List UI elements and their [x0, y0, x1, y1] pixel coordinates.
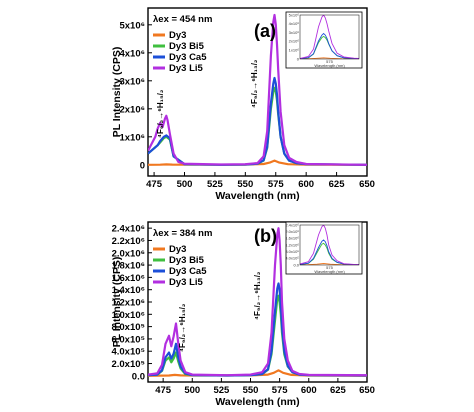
y-axis-title: PL Intensity (CPS) [111, 257, 123, 348]
inset-series-line [300, 225, 359, 265]
x-tick-label: 475 [146, 179, 163, 190]
inset-plot: 5x10⁶ 4x10⁶ 3x10⁶ 2x10⁶ 1x10⁶ 0 575Wavelength … [285, 11, 363, 69]
inset-y-tick: 2.0x10⁶ [285, 229, 299, 234]
series-line-dy3 [148, 369, 367, 377]
inset-y-tick: 0.0 [293, 262, 299, 267]
y-tick-label: 1.8x10⁶ [112, 261, 145, 272]
y-tick-label: 0 [140, 160, 145, 171]
inset-axes [299, 14, 360, 60]
x-tick-label: 475 [155, 385, 172, 396]
x-tick-label: 550 [243, 385, 259, 396]
x-tick-label: 600 [301, 385, 317, 396]
panel-label: (a) [254, 21, 276, 41]
y-tick-label: 2.0x10⁵ [111, 359, 145, 370]
series-line-dy3-ca5 [148, 76, 367, 166]
x-tick-label: 650 [359, 385, 375, 396]
inset-x-tick: 575 [326, 59, 333, 64]
inset-x-tick: 575 [326, 265, 333, 270]
plot-frame [147, 7, 368, 177]
inset-y-tick: 4x10⁶ [289, 21, 300, 26]
series-line-dy3-ca5 [148, 282, 367, 377]
legend-entry: Dy3 Li5 [169, 277, 204, 288]
x-tick-label: 625 [330, 385, 347, 396]
y-tick-label: 5x10⁶ [119, 20, 145, 31]
inset-series-line [300, 32, 359, 59]
transition-annotation: ⁴F₉/₂→⁶H₁₃/₂ [253, 271, 262, 320]
inset-y-tick: 8.0x10⁵ [285, 249, 299, 254]
x-tick-label: 575 [268, 179, 285, 190]
y-tick-label: 2.2x10⁶ [112, 236, 145, 247]
y-tick-label: 4x10⁶ [119, 48, 145, 59]
inset-frame [285, 221, 363, 275]
panel-label: (b) [254, 226, 277, 246]
excitation-label: λex = 454 nm [153, 14, 212, 25]
legend-entry: Dy3 [169, 30, 186, 41]
legend-entry: Dy3 [169, 244, 186, 255]
y-tick-label: 1x10⁶ [119, 132, 145, 143]
y-tick-label: 1.6x10⁶ [112, 273, 145, 284]
inset-y-tick: 3x10⁶ [289, 30, 300, 35]
series-line-dy3-li5 [148, 227, 367, 377]
inset-x-title: Wavelength (nm) [314, 63, 345, 68]
y-tick-label: 8.0x10⁵ [111, 322, 145, 333]
x-tick-label: 525 [213, 385, 230, 396]
inset-series-line [300, 242, 359, 265]
panel-b: 475 500 525 550 575 600 625 6500.02.0x10⁵4.0x10… [111, 221, 375, 408]
transition-annotation: ⁴F₉/₂→⁶H₁₅/₂ [156, 89, 165, 138]
y-tick-label: 4.0x10⁵ [111, 347, 145, 358]
y-tick-label: 1.2x10⁶ [112, 298, 145, 309]
legend-entry: Dy3 Ca5 [169, 52, 207, 63]
inset-axes [299, 224, 360, 266]
x-tick-label: 575 [272, 385, 289, 396]
panel-a: 475 500 525 550 575 600 625 650 0 1x10⁶ 2x10⁶ 3x10⁶… [111, 7, 375, 202]
x-tick-label: 500 [184, 385, 200, 396]
y-tick-label: 1.4x10⁶ [112, 285, 145, 296]
inset-y-tick: 4.0x10⁵ [285, 256, 299, 261]
inset-y-tick: 1x10⁶ [289, 48, 300, 53]
x-tick-label: 500 [177, 179, 193, 190]
series-group [148, 227, 367, 377]
series-line-dy3 [148, 159, 367, 166]
x-tick-label: 550 [237, 179, 253, 190]
x-axis-title: Wavelength (nm) [215, 396, 299, 408]
legend-entry: Dy3 Bi5 [169, 41, 205, 52]
legend-entry: Dy3 Li5 [169, 63, 204, 74]
inset-series-line [300, 239, 359, 265]
inset-y-tick: 1.6x10⁶ [285, 236, 299, 241]
inset-y-tick: 0 [297, 56, 300, 61]
inset-y-tick: 2x10⁶ [289, 39, 300, 44]
inset-x-title: Wavelength (nm) [314, 269, 345, 274]
transition-annotation: ⁴F₉/₂→⁶H₁₅/₂ [178, 303, 187, 352]
excitation-label: λex = 384 nm [153, 228, 212, 239]
y-tick-label: 1.0x10⁶ [112, 310, 145, 321]
inset-y-tick: 1.2x10⁶ [285, 242, 299, 247]
inset-y-tick: 5x10⁶ [289, 12, 300, 17]
x-tick-label: 625 [329, 179, 346, 190]
x-tick-label: 650 [359, 179, 375, 190]
transition-annotation: ⁴F₉/₂→⁶H₁₃/₂ [250, 59, 259, 108]
x-axis-title: Wavelength (nm) [215, 190, 299, 202]
series-line-dy3-li5 [148, 13, 367, 166]
x-tick-label: 600 [298, 179, 314, 190]
inset-y-tick: 2.4x10⁶ [285, 222, 299, 227]
y-tick-label: 2.0x10⁶ [112, 248, 145, 259]
legend-entry: Dy3 Ca5 [169, 266, 207, 277]
y-tick-label: 3x10⁶ [119, 76, 145, 87]
y-tick-label: 2.4x10⁶ [112, 224, 145, 235]
y-tick-label: 2x10⁶ [119, 104, 145, 115]
inset-series-line [300, 15, 359, 59]
series-group [148, 13, 367, 166]
y-axis-title: PL Intensity (CPS) [111, 47, 123, 138]
legend-entry: Dy3 Bi5 [169, 255, 205, 266]
x-tick-label: 525 [207, 179, 224, 190]
y-tick-label: 6.0x10⁵ [111, 334, 145, 345]
y-tick-label: 0.0 [132, 371, 145, 382]
